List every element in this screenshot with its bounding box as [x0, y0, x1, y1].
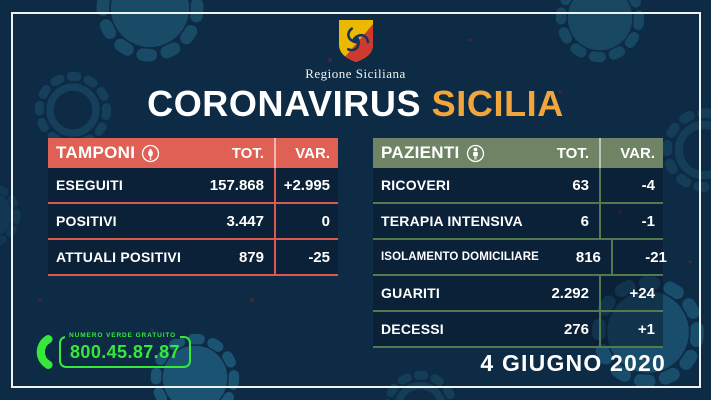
- speckle-dots: [38, 38, 692, 332]
- row-label: TERAPIA INTENSIVA: [381, 213, 523, 229]
- swab-icon: [142, 144, 160, 162]
- row-label: DECESSI: [381, 321, 444, 337]
- row-total: 879: [238, 248, 264, 266]
- person-icon: [466, 144, 484, 162]
- table-row: GUARITI 2.292 +24: [373, 276, 663, 312]
- pazienti-col-var: VAR.: [599, 138, 663, 168]
- tamponi-col-tot: TOT.: [231, 144, 264, 162]
- row-label: ISOLAMENTO DOMICILIARE: [381, 251, 539, 263]
- title-sicilia: SICILIA: [431, 83, 564, 124]
- row-variation: +2.995: [274, 168, 338, 202]
- row-label: GUARITI: [381, 285, 440, 301]
- phone-number: 800.45.87.87: [70, 342, 180, 362]
- row-variation: -21: [610, 240, 675, 274]
- report-date: 4 GIUGNO 2020: [480, 350, 666, 376]
- row-total: 276: [563, 320, 589, 338]
- toll-free-label: NUMERO VERDE GRATUITO: [65, 332, 181, 339]
- phone-icon: [36, 335, 53, 369]
- row-variation: -4: [599, 168, 663, 202]
- tamponi-table: TAMPONI TOT. VAR. ESEGUITI 157.868 +2.99…: [48, 138, 338, 276]
- row-label: RICOVERI: [381, 177, 451, 193]
- table-row: DECESSI 276 +1: [373, 312, 663, 348]
- row-variation: -1: [599, 204, 663, 238]
- phone-number-box: NUMERO VERDE GRATUITO 800.45.87.87: [59, 332, 191, 368]
- tamponi-table-header: TAMPONI TOT. VAR.: [48, 138, 338, 168]
- row-label: POSITIVI: [56, 213, 117, 229]
- row-total: 157.868: [209, 176, 264, 194]
- table-row: POSITIVI 3.447 0: [48, 204, 338, 240]
- row-variation: -25: [274, 240, 338, 274]
- row-variation: +1: [599, 312, 663, 346]
- trinacria-crest-icon: [338, 20, 373, 62]
- pazienti-col-tot: TOT.: [556, 144, 589, 162]
- table-row: RICOVERI 63 -4: [373, 168, 663, 204]
- row-total: 2.292: [551, 284, 589, 302]
- row-total: 63: [572, 176, 589, 194]
- row-variation: +24: [599, 276, 663, 310]
- title-coronavirus: CORONAVIRUS: [147, 83, 422, 124]
- tamponi-col-var: VAR.: [274, 138, 338, 168]
- row-label: ATTUALI POSITIVI: [56, 249, 182, 265]
- row-label: ESEGUITI: [56, 177, 123, 193]
- toll-free-phone-block: NUMERO VERDE GRATUITO 800.45.87.87: [31, 332, 191, 372]
- row-total: 6: [580, 212, 589, 230]
- pazienti-table: PAZIENTI TOT. VAR. RICOVERI 63 -4 TERAPI…: [373, 138, 667, 348]
- regione-siciliana-logo: Regione Siciliana: [0, 19, 711, 82]
- row-total: 3.447: [226, 212, 264, 230]
- page-title: CORONAVIRUS SICILIA: [0, 83, 711, 125]
- tamponi-header-label: TAMPONI: [56, 143, 136, 162]
- row-variation: 0: [274, 204, 338, 238]
- row-total: 816: [575, 248, 601, 266]
- table-row: TERAPIA INTENSIVA 6 -1: [373, 204, 663, 240]
- table-row: ATTUALI POSITIVI 879 -25: [48, 240, 338, 276]
- pazienti-header-label: PAZIENTI: [381, 143, 460, 162]
- pazienti-table-header: PAZIENTI TOT. VAR.: [373, 138, 663, 168]
- table-row: ESEGUITI 157.868 +2.995: [48, 168, 338, 204]
- region-name-label: Regione Siciliana: [305, 66, 406, 81]
- table-row: ISOLAMENTO DOMICILIARE 816 -21: [373, 240, 667, 276]
